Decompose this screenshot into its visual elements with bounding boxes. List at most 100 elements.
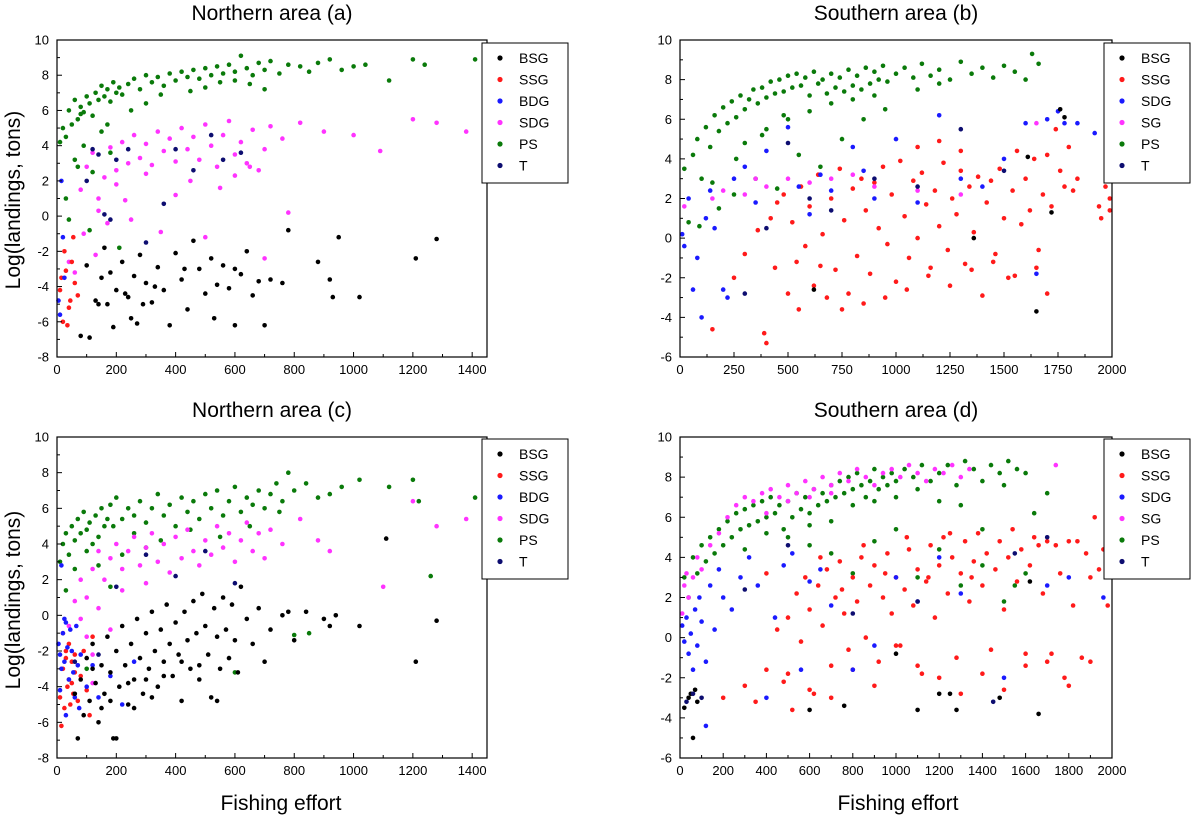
data-point <box>755 227 761 233</box>
legend-marker <box>497 515 503 522</box>
data-point <box>57 287 63 293</box>
data-point <box>1029 51 1035 57</box>
data-point <box>1031 156 1037 162</box>
data-point <box>333 613 339 618</box>
data-point <box>191 598 196 604</box>
data-point <box>889 470 894 476</box>
x-tick-label: 200 <box>105 763 127 778</box>
data-point <box>872 176 877 181</box>
data-point <box>785 176 791 181</box>
data-point <box>114 584 119 590</box>
data-point <box>759 498 765 504</box>
data-point <box>250 72 255 78</box>
data-point <box>72 695 78 700</box>
data-point <box>232 69 238 74</box>
data-point <box>1019 547 1024 552</box>
data-point <box>941 470 946 476</box>
legend-label: BDG <box>519 489 549 505</box>
data-point <box>803 575 808 580</box>
data-point <box>928 265 933 271</box>
data-point <box>119 92 125 97</box>
series-ssg <box>57 234 81 328</box>
data-point <box>63 648 69 654</box>
data-point <box>66 217 72 222</box>
data-point <box>96 548 101 554</box>
data-point <box>936 67 942 72</box>
data-point <box>143 545 149 550</box>
data-point <box>416 498 422 504</box>
data-point <box>96 97 101 103</box>
data-point <box>108 584 113 590</box>
data-point <box>679 231 685 237</box>
data-point <box>167 570 172 575</box>
data-point <box>140 691 146 697</box>
data-point <box>93 298 98 303</box>
data-point <box>1012 551 1018 556</box>
y-tick-label: 8 <box>42 465 49 480</box>
data-point <box>1079 655 1085 660</box>
data-point <box>997 470 1002 476</box>
data-point <box>81 648 86 654</box>
data-point <box>1040 192 1046 197</box>
y-tick-label: -4 <box>37 279 49 294</box>
data-point <box>1098 216 1104 221</box>
legend-marker <box>497 537 503 543</box>
data-point <box>410 117 416 122</box>
x-tick-label: 0 <box>676 362 683 377</box>
data-point <box>794 591 799 596</box>
data-point <box>828 71 834 76</box>
data-point <box>695 699 700 705</box>
data-point <box>904 535 910 540</box>
data-point <box>410 477 416 483</box>
data-point <box>720 188 726 193</box>
data-point <box>220 545 226 550</box>
data-point <box>226 655 232 661</box>
data-point <box>155 491 161 497</box>
data-point <box>232 484 238 490</box>
data-point <box>69 122 75 127</box>
data-point <box>60 541 66 547</box>
data-point <box>833 595 838 600</box>
data-point <box>755 519 761 524</box>
data-point <box>191 498 196 504</box>
data-point <box>280 541 285 547</box>
data-point <box>76 705 82 711</box>
x-tick-label: 1000 <box>339 763 368 778</box>
data-point <box>945 462 951 468</box>
plot-frame <box>679 39 1113 358</box>
data-point <box>90 663 95 668</box>
data-point <box>828 519 834 524</box>
data-point <box>971 466 977 472</box>
data-point <box>125 702 131 707</box>
x-tick-label: 1750 <box>1044 362 1073 377</box>
data-point <box>850 97 856 102</box>
data-point <box>413 256 419 261</box>
data-point <box>785 117 791 122</box>
x-tick-label: 500 <box>777 362 799 377</box>
data-point <box>697 223 702 229</box>
data-point <box>262 256 267 261</box>
data-point <box>351 64 356 69</box>
data-point <box>114 168 119 173</box>
data-point <box>971 229 977 235</box>
data-point <box>707 543 713 548</box>
data-point <box>902 214 907 219</box>
data-point <box>62 275 67 281</box>
data-point <box>72 598 78 604</box>
data-point <box>137 252 143 258</box>
data-point <box>1010 188 1015 193</box>
data-point <box>872 563 877 568</box>
data-point <box>131 531 137 536</box>
data-point <box>880 474 886 480</box>
data-point <box>114 287 119 293</box>
data-point <box>872 539 877 544</box>
data-point <box>988 647 994 652</box>
data-point <box>919 61 925 67</box>
data-point <box>867 81 873 86</box>
data-point <box>87 227 92 233</box>
data-point <box>167 641 172 647</box>
data-point <box>291 638 297 643</box>
data-point <box>1107 196 1113 201</box>
series-bsg <box>682 579 1041 741</box>
data-point <box>108 627 113 632</box>
